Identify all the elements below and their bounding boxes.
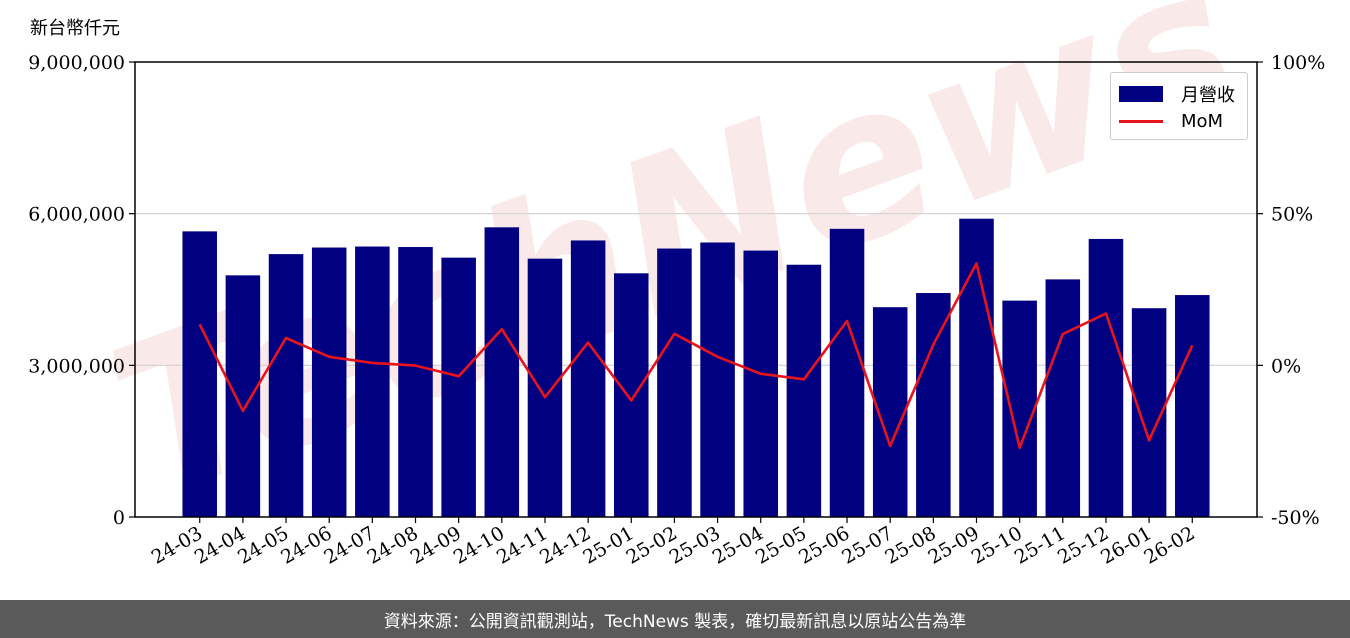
bar [182, 231, 217, 517]
bar [311, 247, 347, 518]
bar [1088, 238, 1124, 517]
y-left-tick-label: 6,000,000 [28, 204, 125, 226]
y-left-tick-label: 3,000,000 [28, 355, 125, 377]
bar [1175, 295, 1210, 517]
bar [743, 250, 778, 518]
y-left-tick-label: 9,000,000 [28, 52, 125, 74]
legend-item-mom: MoM [1119, 111, 1223, 132]
bar [786, 264, 822, 517]
plot-frame [134, 61, 1258, 518]
y-right-tick-label: -50% [1271, 507, 1320, 529]
y-right-tick-label: 100% [1271, 52, 1325, 74]
y-left-tick-label: 0 [113, 507, 125, 529]
bar [1045, 279, 1081, 517]
bar [355, 246, 390, 517]
unit-label: 新台幣仟元 [30, 18, 120, 39]
y-right-tick-label: 50% [1271, 204, 1313, 226]
bar [700, 242, 735, 517]
bar [441, 257, 476, 517]
x-tick-label: 26-02 [1140, 522, 1198, 568]
legend: 月營收 MoM [1110, 72, 1248, 140]
bar [657, 248, 692, 518]
bar [484, 227, 520, 518]
bar [398, 247, 433, 518]
mom-series [198, 262, 1194, 450]
y-right-tick-label: 0% [1271, 355, 1301, 377]
legend-label-mom: MoM [1181, 111, 1224, 132]
bar [225, 275, 261, 517]
revenue-chart: TechNews 03,000,0006,000,0009,000,000-50… [28, 0, 1325, 569]
legend-swatch-bar [1119, 86, 1163, 102]
legend-swatch-line [1119, 120, 1163, 123]
legend-label-revenue: 月營收 [1181, 85, 1235, 106]
bar [527, 258, 563, 517]
mom-line [198, 262, 1194, 450]
bar [570, 240, 606, 517]
bar [916, 293, 951, 517]
bar [829, 228, 865, 518]
bar-series [182, 218, 1210, 518]
bar [1002, 300, 1037, 517]
bar [614, 273, 649, 517]
legend-item-revenue: 月營收 [1119, 81, 1235, 107]
footer-source: 資料來源：公開資訊觀測站，TechNews 製表，確切最新訊息以原站公告為準 [0, 600, 1350, 638]
bar [268, 254, 304, 517]
